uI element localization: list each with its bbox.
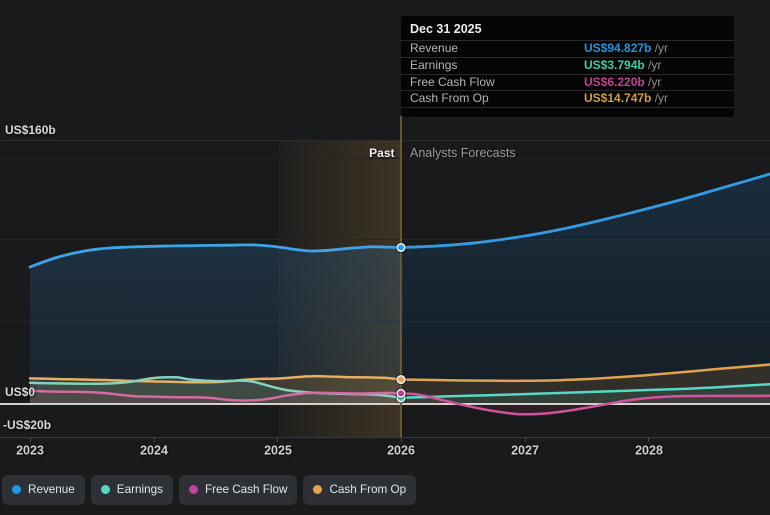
svg-text:2026: 2026 bbox=[387, 444, 415, 458]
svg-text:2028: 2028 bbox=[635, 444, 663, 458]
svg-text:2027: 2027 bbox=[511, 444, 539, 458]
svg-text:2024: 2024 bbox=[140, 444, 168, 458]
svg-text:-US$20b: -US$20b bbox=[3, 418, 51, 432]
svg-text:US$0: US$0 bbox=[5, 385, 35, 399]
svg-text:US$160b: US$160b bbox=[5, 123, 56, 137]
svg-text:2025: 2025 bbox=[264, 444, 292, 458]
svg-text:2023: 2023 bbox=[16, 444, 44, 458]
svg-text:Past: Past bbox=[369, 146, 394, 160]
svg-text:Analysts Forecasts: Analysts Forecasts bbox=[410, 146, 516, 160]
